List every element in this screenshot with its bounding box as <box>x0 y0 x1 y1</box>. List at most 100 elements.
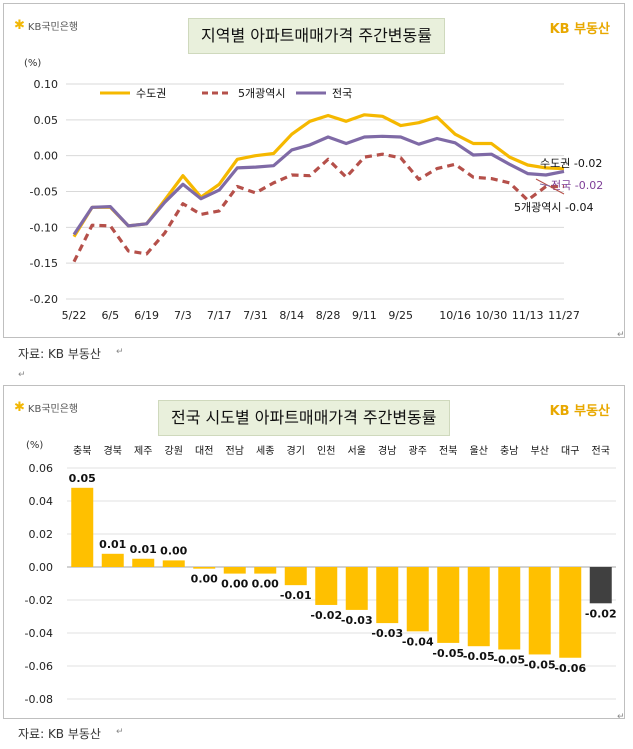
line-chart-source: 자료: KB 부동산 <box>18 347 101 361</box>
bar-chart-title: 전국 시도별 아파트매매가격 주간변동률 <box>158 400 450 436</box>
line-chart-title: 지역별 아파트매매가격 주간변동률 <box>188 18 445 54</box>
y-tick-label: 0.05 <box>34 114 59 127</box>
category-label: 인천 <box>317 445 335 457</box>
category-label: 충북 <box>73 445 91 457</box>
x-tick-label: 11/13 <box>512 309 544 322</box>
category-label: 강원 <box>165 445 183 457</box>
bar-data-label: -0.05 <box>493 654 525 667</box>
bar <box>406 567 429 632</box>
bar-data-label: 0.00 <box>160 544 187 557</box>
category-label: 전북 <box>439 445 457 457</box>
bar <box>193 567 216 569</box>
legend-label: 전국 <box>332 87 352 100</box>
kb-bank-logo-text: KB국민은행 <box>27 22 79 33</box>
y-tick-label: 0.04 <box>29 495 54 508</box>
bar <box>467 567 490 647</box>
series-line <box>72 152 564 263</box>
bar <box>528 567 551 655</box>
bar <box>589 567 612 604</box>
bar-data-label: -0.03 <box>371 627 403 640</box>
category-label: 세종 <box>256 445 274 457</box>
bar <box>437 567 460 643</box>
x-tick-label: 8/28 <box>316 309 341 322</box>
category-label: 광주 <box>409 445 427 457</box>
bar-data-label: -0.01 <box>280 589 312 602</box>
bar-data-label: -0.05 <box>463 650 495 663</box>
leader-line <box>539 183 551 187</box>
kb-bank-logo: ✱ KB국민은행 <box>14 18 78 33</box>
bar <box>498 567 521 650</box>
bar-data-label: 0.05 <box>69 472 96 485</box>
y-tick-label: 0.00 <box>29 561 54 574</box>
bar <box>376 567 399 624</box>
y-tick-label: -0.04 <box>25 627 53 640</box>
kb-bank-logo-text: KB국민은행 <box>27 404 79 415</box>
leader-line <box>535 178 565 195</box>
y-tick-label: -0.10 <box>30 221 58 234</box>
bar-data-label: -0.05 <box>524 658 556 671</box>
y-tick-label: 0.00 <box>34 150 59 163</box>
x-tick-label: 10/30 <box>476 309 508 322</box>
category-label: 제주 <box>134 445 152 457</box>
x-tick-label: 5/22 <box>62 309 87 322</box>
bar-data-label: 0.01 <box>99 538 126 551</box>
series-end-label: 5개광역시 -0.04 <box>514 201 593 214</box>
category-label: 서울 <box>348 445 366 457</box>
kb-star-icon: ✱ <box>14 400 25 415</box>
x-tick-label: 7/17 <box>207 309 232 322</box>
bar <box>132 558 155 567</box>
bar-data-label: 0.01 <box>130 543 157 556</box>
bar-data-label: -0.03 <box>341 614 373 627</box>
series-line <box>72 134 565 236</box>
y-tick-label: 0.02 <box>29 528 54 541</box>
x-tick-label: 8/14 <box>279 309 304 322</box>
kb-star-icon: ✱ <box>14 18 25 33</box>
bar <box>559 567 582 658</box>
bar <box>284 567 307 586</box>
bar-data-label: 0.00 <box>221 578 248 591</box>
x-tick-label: 6/5 <box>101 309 119 322</box>
bar <box>345 567 368 610</box>
bar <box>162 560 185 567</box>
x-tick-label: 6/19 <box>134 309 159 322</box>
weekly-change-line-chart-panel: ✱ KB국민은행 지역별 아파트매매가격 주간변동률 KB 부동산 (%) 0.… <box>3 3 625 338</box>
y-axis-unit: (%) <box>26 440 43 451</box>
bar-data-label: 0.00 <box>252 578 279 591</box>
y-tick-label: 0.06 <box>29 462 54 475</box>
x-tick-label: 7/31 <box>243 309 268 322</box>
bar-data-label: -0.06 <box>554 662 586 675</box>
y-tick-label: -0.20 <box>30 293 58 306</box>
kb-realestate-brand: KB 부동산 <box>549 22 610 37</box>
category-label: 경남 <box>378 444 396 457</box>
category-label: 경기 <box>287 444 305 457</box>
category-label: 대구 <box>561 445 579 457</box>
bar-data-label: 0.00 <box>191 573 218 586</box>
bar-data-label: -0.05 <box>432 647 464 660</box>
bar-data-label: -0.02 <box>310 609 342 622</box>
category-label: 대전 <box>195 445 213 457</box>
x-tick-label: 10/16 <box>439 309 471 322</box>
kb-bank-logo: ✱ KB국민은행 <box>14 400 78 415</box>
bar <box>254 567 277 574</box>
series-line <box>72 113 565 238</box>
x-tick-label: 7/3 <box>174 309 192 322</box>
bar-chart-svg: (%) 0.06 0.04 0.02 0.00 -0.02 -0.04 -0.06 -0.08… <box>25 440 617 706</box>
series-end-label: 수도권 -0.02 <box>540 157 602 170</box>
x-tick-label: 9/11 <box>352 309 377 322</box>
return-mark: ↵ <box>116 727 124 737</box>
return-mark: ↵ <box>617 712 625 722</box>
bar-data-label: -0.04 <box>402 635 434 648</box>
series-end-label: 전국 -0.02 <box>551 179 603 192</box>
legend-label: 5개광역시 <box>238 87 285 100</box>
return-mark: ↵ <box>18 370 26 380</box>
y-tick-label: -0.02 <box>25 594 53 607</box>
y-axis-unit: (%) <box>24 58 41 69</box>
bar <box>71 487 94 567</box>
province-change-bar-chart-panel: ✱ KB국민은행 전국 시도별 아파트매매가격 주간변동률 KB 부동산 (%)… <box>3 385 625 719</box>
y-tick-label: -0.06 <box>25 660 53 673</box>
return-mark: ↵ <box>116 347 124 357</box>
category-label: 전국 <box>592 445 610 457</box>
bar <box>223 567 246 574</box>
x-tick-label: 9/25 <box>388 309 413 322</box>
bar <box>315 567 338 605</box>
